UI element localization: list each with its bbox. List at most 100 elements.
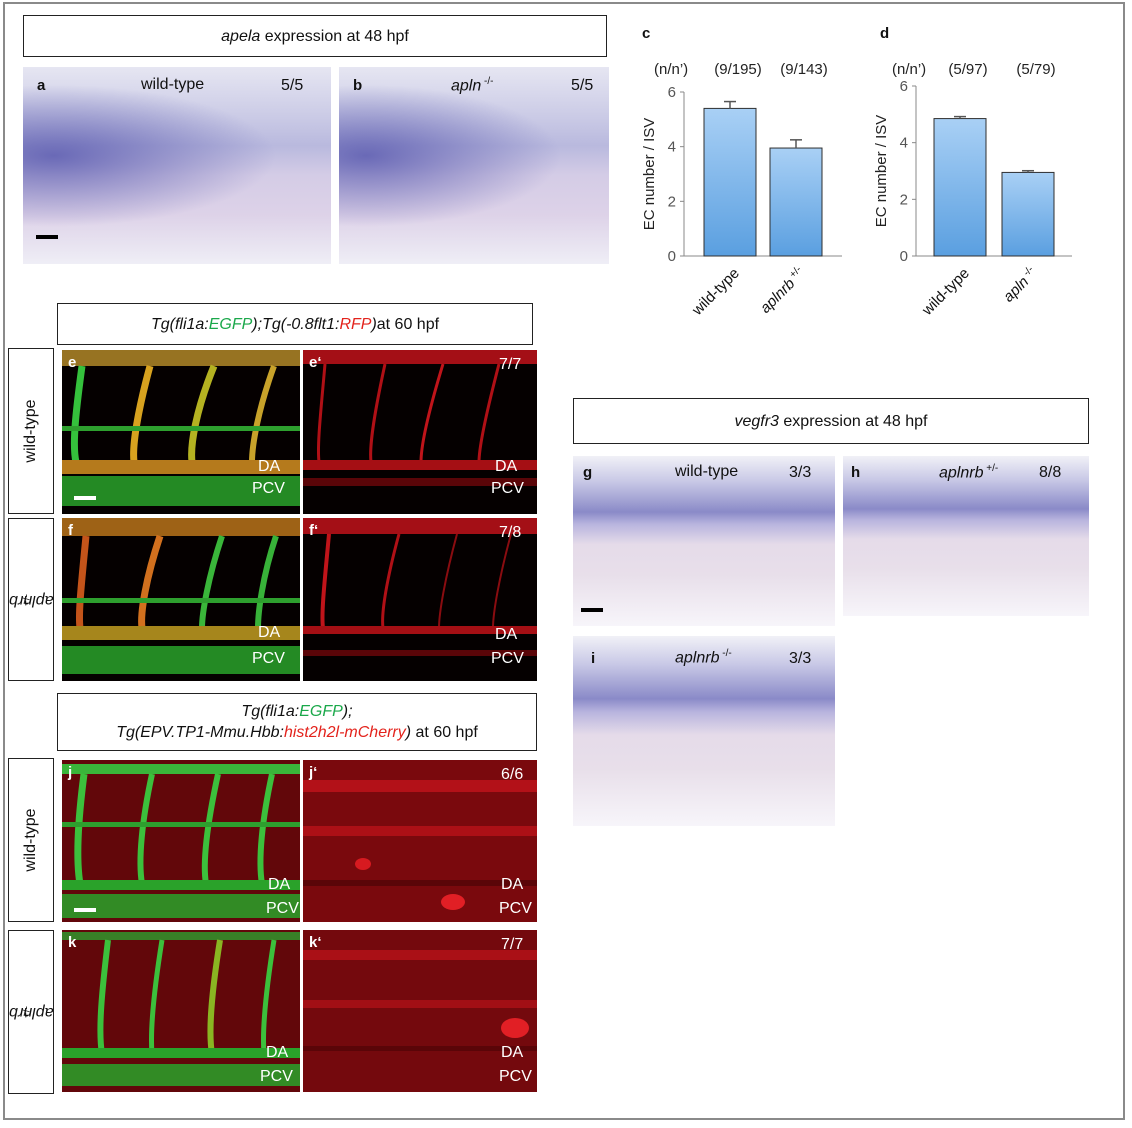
chart-d-y-tick-label: 4	[900, 135, 908, 152]
panel-f2-pcv: PCV	[491, 650, 524, 667]
panel-g-image: g wild-type 3/3	[573, 456, 835, 626]
panel-i-count: 3/3	[789, 650, 812, 667]
panel-e2-vessels	[303, 350, 537, 486]
side-label-j-row: wild-type	[8, 758, 54, 922]
panel-j2-count: 6/6	[501, 766, 524, 783]
panel-f-pcv: PCV	[252, 650, 285, 667]
panel-f2-letter: f‘	[309, 522, 319, 539]
panel-a-image: a wild-type 5/5	[23, 67, 331, 264]
panel-j-image: j DA PCV	[62, 760, 300, 922]
tg1-header: Tg(fli1a:EGFP);Tg(-0.8flt1:RFP) at 60 hp…	[57, 303, 533, 345]
panel-i-image: i aplnrb -/- 3/3	[573, 636, 835, 826]
chart-c-y-tick-label: 6	[668, 84, 676, 101]
panel-g-letter: g	[583, 464, 593, 481]
panel-f2-vessels	[303, 518, 537, 656]
panel-e2-letter: e‘	[309, 354, 322, 371]
panel-a-label: wild-type	[141, 76, 205, 93]
panel-j-da: DA	[268, 876, 291, 893]
apela-header: apela expression at 48 hpf	[23, 15, 607, 57]
chart-c-nn-value: (9/195)	[714, 61, 762, 78]
panel-k2-da: DA	[501, 1044, 524, 1061]
scale-bar-j	[74, 908, 96, 912]
chart-c-y-label: EC number / ISV	[641, 118, 658, 231]
panel-k-letter: k	[68, 934, 77, 951]
panel-k2-pcv: PCV	[499, 1068, 532, 1085]
panel-h-count: 8/8	[1039, 464, 1062, 481]
chart-c-y-tick-label: 2	[668, 193, 676, 210]
chart-c-bar	[703, 107, 757, 257]
panel-f-da: DA	[258, 624, 281, 641]
panel-g-count: 3/3	[789, 464, 812, 481]
chart-c-category-label: aplnrb +/-	[756, 264, 809, 317]
chart-d-category-label: wild-type	[918, 265, 973, 320]
chart-c-category-label: wild-type	[688, 265, 743, 320]
scale-bar-g	[581, 608, 603, 612]
panel-k2-count: 7/7	[501, 936, 524, 953]
chart-c: c (n/n’) 0 2 4 6 EC number / ISV (9/195) wild-ty…	[641, 25, 842, 320]
panel-b-label: apln -/-	[451, 76, 494, 95]
panel-e-vessels	[62, 350, 300, 506]
panel-j2-pcv: PCV	[499, 900, 532, 917]
side-label-f-row: aplnrb +/-	[8, 518, 54, 681]
panel-b-count: 5/5	[571, 77, 594, 94]
panel-k-image: k DA PCV	[62, 930, 300, 1092]
panel-g-label: wild-type	[675, 463, 739, 480]
vegfr3-header: vegfr3 expression at 48 hpf	[573, 398, 1089, 444]
chart-d-nn-value: (5/97)	[948, 61, 987, 78]
chart-c-nn-value: (9/143)	[780, 61, 828, 78]
panel-e2-pcv: PCV	[491, 480, 524, 497]
chart-c-y-tick-label: 4	[668, 139, 676, 156]
chart-d-y-tick-label: 2	[900, 191, 908, 208]
chart-d-nn-header: (n/n’)	[892, 61, 926, 78]
chart-d-letter: d	[880, 25, 889, 42]
panel-f-vessels	[62, 518, 300, 674]
panel-e-image: e DA PCV	[62, 350, 300, 514]
panel-i-letter: i	[591, 650, 596, 667]
panel-k2-image: k‘ 7/7 DA PCV	[303, 930, 537, 1092]
panel-j-pcv: PCV	[266, 900, 299, 917]
chart-d-y-label: EC number / ISV	[873, 115, 890, 228]
panel-k-da: DA	[266, 1044, 289, 1061]
panel-f2-da: DA	[495, 626, 518, 643]
vegfr3-header-rest: expression at 48 hpf	[778, 412, 928, 430]
panel-i-label: aplnrb -/-	[675, 648, 732, 667]
panel-f2-count: 7/8	[499, 524, 522, 541]
panel-j-letter: j	[68, 764, 73, 781]
figure-frame	[3, 2, 1125, 1120]
panel-f-image: f DA PCV	[62, 518, 300, 681]
panel-k2-vessels	[303, 930, 537, 1092]
chart-d: d (n/n’) 0 2 4 6 EC number / ISV (5/97) wild-typ…	[873, 25, 1072, 320]
panel-a-letter: a	[37, 77, 46, 94]
panel-e-letter: e	[68, 354, 77, 371]
chart-d-y-tick-label: 0	[900, 248, 908, 265]
scale-bar-e	[74, 496, 96, 500]
side-label-k-row: aplnrb +/-	[8, 930, 54, 1094]
chart-d-y-tick-label: 6	[900, 78, 908, 95]
panel-b-image: b apln -/- 5/5	[339, 67, 609, 264]
panel-k2-letter: k‘	[309, 934, 322, 951]
panel-a-count: 5/5	[281, 77, 304, 94]
panel-h-letter: h	[851, 464, 861, 481]
panel-h-image: h aplnrb +/- 8/8	[843, 456, 1089, 616]
panel-e2-da: DA	[495, 458, 518, 475]
chart-d-nn-value: (5/79)	[1016, 61, 1055, 78]
panel-e-da: DA	[258, 458, 281, 475]
panel-e-pcv: PCV	[252, 480, 285, 497]
chart-c-nn-header: (n/n’)	[654, 61, 688, 78]
panel-f-letter: f	[68, 522, 73, 539]
chart-c-y-tick-label: 0	[668, 248, 676, 265]
panel-j2-vessels	[303, 760, 537, 922]
panel-e2-count: 7/7	[499, 356, 522, 373]
panel-e2-image: e‘ 7/7 DA PCV	[303, 350, 537, 514]
panel-j2-letter: j‘	[309, 764, 318, 781]
panel-j2-image: j‘ 6/6 DA PCV	[303, 760, 537, 922]
chart-d-bar	[1001, 171, 1055, 257]
scale-bar-a	[36, 235, 58, 239]
panel-k-pcv: PCV	[260, 1068, 293, 1085]
panel-f2-image: f‘ 7/8 DA PCV	[303, 518, 537, 681]
panel-j2-da: DA	[501, 876, 524, 893]
chart-d-category-label: apln -/-	[999, 264, 1040, 305]
vegfr3-gene: vegfr3	[734, 412, 779, 430]
tg2-header: Tg(fli1a:EGFP); Tg(EPV.TP1-Mmu.Hbb:hist2…	[57, 693, 537, 751]
chart-c-letter: c	[642, 25, 650, 42]
